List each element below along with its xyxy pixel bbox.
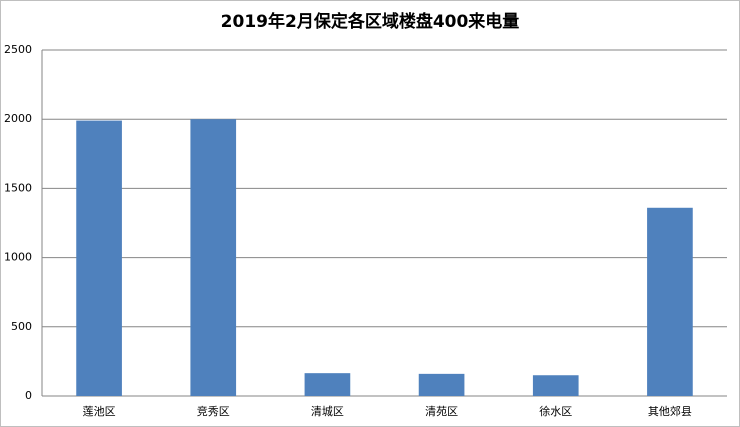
- bar: [304, 373, 351, 396]
- bar: [76, 120, 122, 397]
- y-tick-label: 500: [11, 320, 32, 333]
- chart-title: 2019年2月保定各区域楼盘400来电量: [221, 11, 520, 32]
- x-tick-label: 莲池区: [83, 405, 116, 418]
- bar: [647, 207, 693, 396]
- y-tick-label: 2500: [4, 43, 32, 56]
- x-tick-label: 徐水区: [539, 404, 572, 418]
- bar: [532, 375, 579, 396]
- x-tick-label: 其他郊县: [648, 405, 692, 418]
- x-tick-label: 竞秀区: [197, 404, 230, 418]
- y-tick-label: 0: [25, 389, 32, 402]
- y-tick-label: 2000: [4, 112, 32, 125]
- x-tick-label: 清城区: [311, 405, 344, 418]
- y-tick-label: 1500: [4, 181, 32, 194]
- x-tick-label: 清苑区: [425, 405, 458, 418]
- y-tick-label: 1000: [4, 251, 32, 264]
- bar: [190, 119, 237, 396]
- bar: [418, 373, 465, 396]
